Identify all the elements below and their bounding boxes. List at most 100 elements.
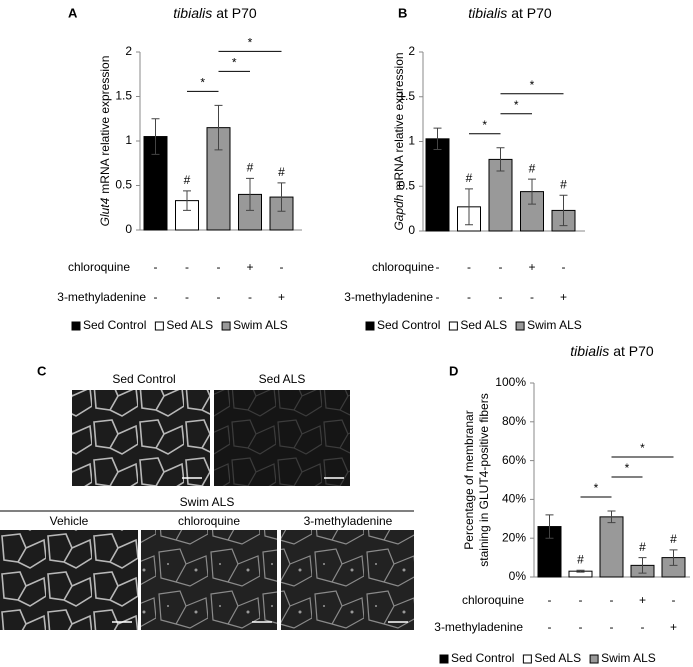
legend-label: Sed ALS (534, 651, 581, 665)
treatment-sign: + (278, 290, 285, 304)
y-tick-label: 1 (125, 133, 132, 147)
treatment-sign: - (154, 290, 158, 304)
error-bar (545, 514, 554, 539)
panel-letter: D (449, 363, 458, 378)
treatment-sign: - (610, 593, 614, 607)
treatment-sign: - (499, 260, 503, 274)
treatment-sign: + (528, 260, 535, 274)
y-tick-label: 1 (408, 134, 415, 148)
treatment-label: chloroquine (68, 260, 130, 274)
error-bar (433, 127, 442, 151)
chart-title: tibialis at P70 (468, 5, 552, 21)
panel-letter: A (68, 5, 78, 20)
treatment-label: 3-methyladenine (434, 620, 523, 634)
treatment-label: chloroquine (462, 593, 524, 607)
y-tick-label: 20% (502, 530, 526, 544)
treatment-sign: - (217, 290, 221, 304)
treatment-sign: - (154, 260, 158, 274)
error-bar (246, 177, 254, 211)
treatment-label: 3-methyladenine (344, 290, 433, 304)
error-bar (183, 190, 191, 211)
bracket-label: * (594, 481, 599, 495)
bracket-label: * (248, 36, 253, 50)
legend-label: Sed Control (377, 318, 440, 332)
micrograph (214, 390, 350, 486)
legend-label: Swim ALS (601, 651, 656, 665)
treatment-sign: - (436, 260, 440, 274)
y-axis-label: Gapdh mRNA relative expression (392, 52, 406, 230)
legend-swatch (365, 321, 375, 331)
y-tick-label: 2 (125, 44, 132, 58)
error-bar (528, 178, 536, 205)
micrograph (0, 530, 138, 630)
bracket-label: * (530, 78, 535, 92)
error-bar (496, 147, 505, 172)
bracket-label: * (625, 461, 630, 475)
panel-c: C Sed Control Sed ALS Swim ALS Vehicle c… (0, 363, 414, 630)
y-tick-label: 60% (502, 453, 526, 467)
legend-swatch (221, 321, 231, 331)
treatment-sign: - (185, 290, 189, 304)
y-axis-gene: Glut4 (98, 197, 112, 226)
title-species: tibialis (468, 5, 507, 21)
significance-marker: # (466, 171, 473, 185)
treatment-sign: - (467, 290, 471, 304)
significance-marker: # (247, 161, 254, 175)
legend-label: Swim ALS (527, 318, 582, 332)
group-label: Swim ALS (180, 495, 235, 509)
error-bar (214, 104, 223, 151)
legend-label: Swim ALS (233, 318, 288, 332)
bar (599, 516, 624, 578)
y-tick-label: 100% (495, 375, 526, 389)
legend-swatch (515, 321, 525, 331)
y-tick-label: 0% (509, 569, 527, 583)
treatment-sign: + (246, 260, 253, 274)
error-bar (465, 188, 473, 226)
y-tick-label: 1.5 (398, 89, 415, 103)
image-label: chloroquine (178, 514, 240, 528)
treatment-sign: - (548, 593, 552, 607)
y-axis-label: Glut4 mRNA relative expression (98, 56, 112, 227)
bracket-label: * (232, 56, 237, 70)
title-species: tibialis (173, 5, 212, 21)
panel-letter: B (398, 5, 407, 20)
error-bar (576, 569, 585, 573)
treatment-sign: - (562, 260, 566, 274)
title-text: at P70 (511, 5, 552, 21)
treatment-sign: + (670, 620, 677, 634)
treatment-sign: - (436, 290, 440, 304)
legend-label: Sed Control (83, 318, 146, 332)
significance-marker: # (639, 540, 646, 554)
treatment-sign: - (579, 593, 583, 607)
legend-swatch (439, 654, 449, 664)
error-bar (638, 557, 647, 574)
y-axis-label: staining in GLUT4-positive fibers (477, 393, 491, 566)
treatment-sign: - (248, 290, 252, 304)
treatment-sign: + (560, 290, 567, 304)
treatment-sign: - (579, 620, 583, 634)
legend-label: Sed ALS (460, 318, 507, 332)
y-axis-text: mRNA relative expression (98, 56, 112, 194)
error-bar (669, 549, 678, 566)
title-species: tibialis (570, 343, 609, 359)
image-label: 3-methyladenine (304, 514, 393, 528)
image-label: Sed Control (112, 372, 175, 386)
significance-marker: # (529, 161, 536, 175)
legend-swatch (589, 654, 599, 664)
treatment-sign: + (639, 593, 646, 607)
micrograph (281, 530, 414, 630)
treatment-sign: - (672, 593, 676, 607)
micrograph (72, 390, 210, 486)
image-label: Sed ALS (259, 372, 306, 386)
y-axis-text: mRNA relative expression (392, 52, 406, 190)
y-tick-label: 0 (408, 223, 415, 237)
treatment-sign: - (548, 620, 552, 634)
y-axis-label: Percentage of membranar (462, 410, 476, 549)
treatment-label: chloroquine (372, 260, 434, 274)
y-tick-label: 0.5 (115, 178, 132, 192)
treatment-sign: - (641, 620, 645, 634)
treatment-label: 3-methyladenine (57, 290, 146, 304)
